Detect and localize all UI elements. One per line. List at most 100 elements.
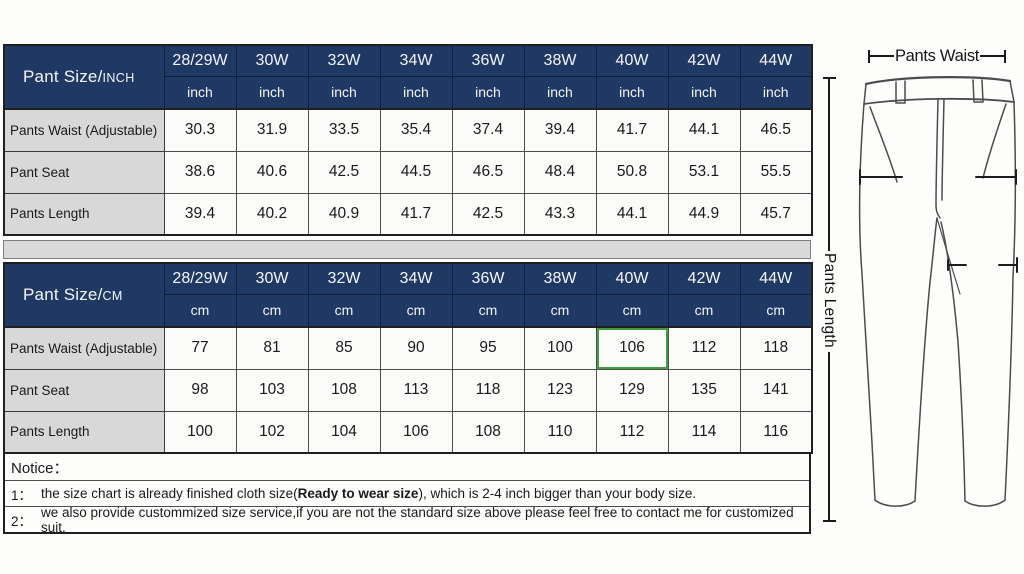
row-label: Pants Length	[3, 410, 165, 454]
table-cell: 81	[235, 326, 309, 370]
unit-header: cm	[523, 293, 597, 328]
table-cell: 39.4	[163, 192, 237, 236]
size-col-header: 40W	[595, 44, 669, 77]
table-cell: 123	[523, 368, 597, 412]
table-cell: 112	[667, 326, 741, 370]
row-label: Pants Length	[3, 192, 165, 236]
notice-line-1: 1： the size chart is already finished cl…	[5, 480, 809, 506]
table-cell: 100	[523, 326, 597, 370]
table-row: Pants Length 100 102 104 106 108 110 112…	[3, 410, 813, 454]
inch-table-title: Pant Size/INCH	[3, 44, 165, 110]
size-col-header: 44W	[739, 262, 813, 295]
table-cell: 43.3	[523, 192, 597, 236]
unit-header: cm	[595, 293, 669, 328]
table-cell: 45.7	[739, 192, 813, 236]
size-col-header: 42W	[667, 44, 741, 77]
size-col-header: 32W	[307, 262, 381, 295]
unit-header: inch	[667, 75, 741, 110]
unit-header: cm	[163, 293, 237, 328]
unit-header: cm	[379, 293, 453, 328]
pants-waist-measure: Pants Waist	[868, 46, 1006, 66]
table-cell: 112	[595, 410, 669, 454]
table-cell: 40.9	[307, 192, 381, 236]
unit-header: inch	[451, 75, 525, 110]
row-label: Pant Seat	[3, 150, 165, 194]
measure-cap	[823, 77, 836, 79]
measure-line	[828, 79, 830, 251]
table-cell: 110	[523, 410, 597, 454]
table-cell: 104	[307, 410, 381, 454]
table-cell: 50.8	[595, 150, 669, 194]
measure-cap	[868, 49, 870, 63]
unit-header: cm	[739, 293, 813, 328]
table-cell: 55.5	[739, 150, 813, 194]
table-cell: 44.5	[379, 150, 453, 194]
table-cell: 113	[379, 368, 453, 412]
table-cell: 102	[235, 410, 309, 454]
table-cell: 42.5	[307, 150, 381, 194]
measure-line	[870, 55, 894, 57]
table-cell: 48.4	[523, 150, 597, 194]
table-cell: 141	[739, 368, 813, 412]
table-row: Pants Waist (Adjustable) 77 81 85 90 95 …	[3, 326, 813, 370]
table-cell: 108	[451, 410, 525, 454]
inch-size-table: Pant Size/INCH 28/29W 30W 32W 34W 36W 38…	[3, 44, 813, 236]
measure-cap	[823, 520, 836, 522]
table-cell: 38.6	[163, 150, 237, 194]
table-cell: 44.1	[667, 108, 741, 152]
measure-cap	[1004, 49, 1006, 63]
table-cell: 108	[307, 368, 381, 412]
pants-length-label: Pants Length	[821, 253, 838, 348]
measure-line	[828, 352, 830, 520]
unit-header: inch	[379, 75, 453, 110]
unit-header: inch	[235, 75, 309, 110]
table-cell: 90	[379, 326, 453, 370]
table-cell: 118	[739, 326, 813, 370]
unit-header: cm	[235, 293, 309, 328]
table-cell: 129	[595, 368, 669, 412]
size-col-header: 30W	[235, 44, 309, 77]
cm-size-table: Pant Size/CM 28/29W 30W 32W 34W 36W 38W …	[3, 262, 813, 454]
size-col-header: 28/29W	[163, 44, 237, 77]
table-row: Pant Seat 98 103 108 113 118 123 129 135…	[3, 368, 813, 412]
table-cell: 85	[307, 326, 381, 370]
table-cell: 44.9	[667, 192, 741, 236]
notice-title: Notice：	[5, 454, 809, 480]
table-row: Pant Seat 38.6 40.6 42.5 44.5 46.5 48.4 …	[3, 150, 813, 194]
size-col-header: 36W	[451, 262, 525, 295]
highlighted-cell: 106	[595, 326, 669, 370]
row-label: Pants Waist (Adjustable)	[3, 326, 165, 370]
table-cell: 40.6	[235, 150, 309, 194]
unit-header: inch	[523, 75, 597, 110]
size-col-header: 34W	[379, 44, 453, 77]
size-col-header: 38W	[523, 262, 597, 295]
size-col-header: 34W	[379, 262, 453, 295]
pants-drawing-icon	[858, 76, 1018, 507]
table-cell: 106	[379, 410, 453, 454]
unit-header: inch	[307, 75, 381, 110]
size-col-header: 42W	[667, 262, 741, 295]
table-cell: 30.3	[163, 108, 237, 152]
table-cell: 31.9	[235, 108, 309, 152]
unit-header: cm	[307, 293, 381, 328]
table-cell: 33.5	[307, 108, 381, 152]
table-cell: 118	[451, 368, 525, 412]
table-cell: 95	[451, 326, 525, 370]
notice-box: Notice： 1： the size chart is already fin…	[3, 454, 811, 535]
unit-header: inch	[595, 75, 669, 110]
table-cell: 103	[235, 368, 309, 412]
notice-line-2: 2： we also provide custommized size serv…	[5, 505, 809, 535]
size-tables: Pant Size/INCH 28/29W 30W 32W 34W 36W 38…	[3, 44, 813, 535]
table-cell: 98	[163, 368, 237, 412]
unit-header: inch	[739, 75, 813, 110]
table-cell: 77	[163, 326, 237, 370]
unit-header: inch	[163, 75, 237, 110]
cm-table-title: Pant Size/CM	[3, 262, 165, 328]
size-col-header: 44W	[739, 44, 813, 77]
table-cell: 35.4	[379, 108, 453, 152]
table-cell: 46.5	[739, 108, 813, 152]
table-separator	[3, 240, 811, 259]
size-col-header: 30W	[235, 262, 309, 295]
table-cell: 37.4	[451, 108, 525, 152]
